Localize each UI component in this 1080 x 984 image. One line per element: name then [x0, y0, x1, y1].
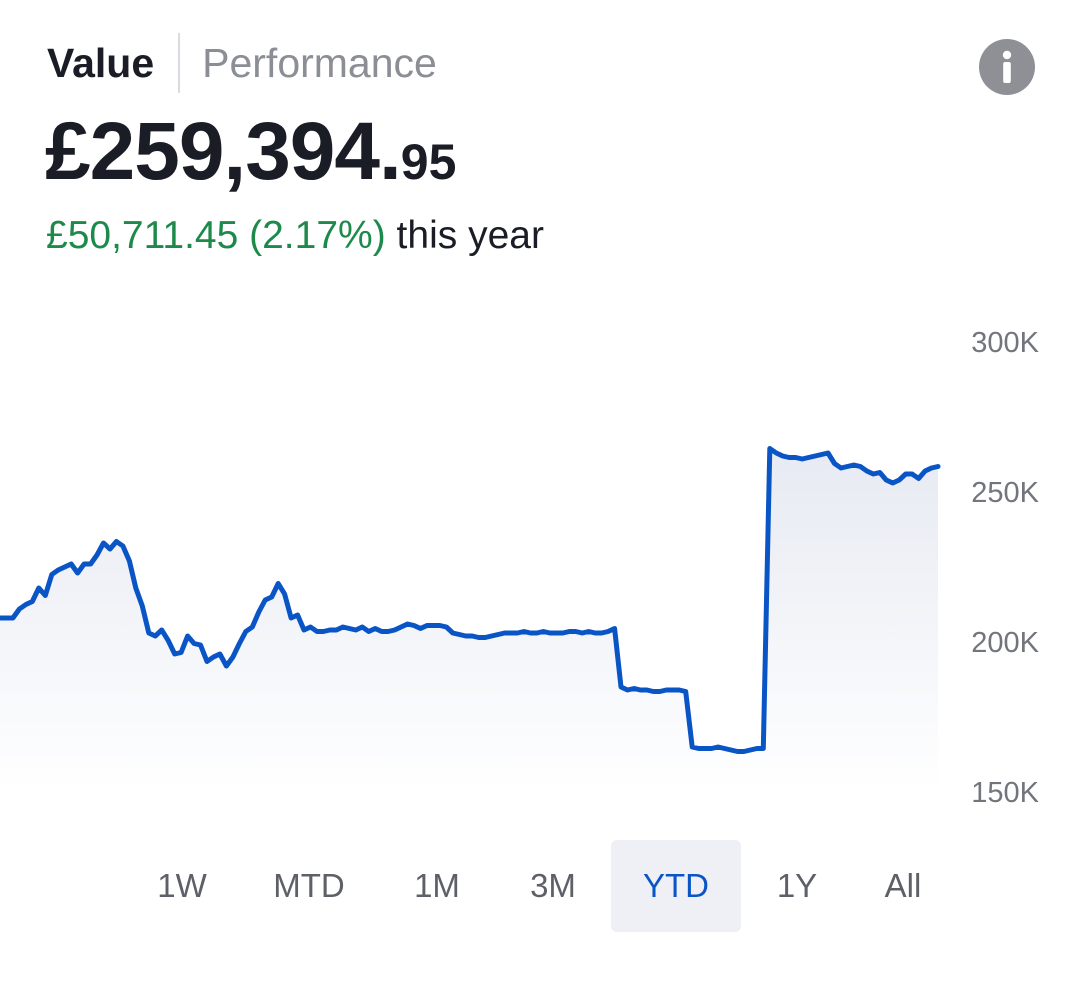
range-1y[interactable]: 1Y: [732, 840, 862, 932]
range-1w[interactable]: 1W: [117, 840, 247, 932]
total-value-pence: 95: [400, 134, 457, 190]
tab-value[interactable]: Value: [47, 40, 155, 86]
y-tick-label: 150K: [971, 777, 1039, 809]
chart-series-line: [0, 446, 941, 754]
info-button[interactable]: [979, 39, 1035, 95]
view-tabs: Value Performance: [47, 30, 437, 96]
chart-area-fill: [0, 448, 938, 792]
tab-performance[interactable]: Performance: [202, 40, 437, 86]
change-amount: £50,711.45 (2.17%): [46, 214, 386, 257]
y-tick-label: 200K: [971, 627, 1039, 659]
range-label: YTD: [643, 867, 709, 904]
total-value-main: £259,394.: [45, 106, 402, 197]
info-icon: [1002, 50, 1012, 83]
y-tick-label: 250K: [971, 477, 1039, 509]
range-mtd[interactable]: MTD: [244, 840, 374, 932]
y-tick-label: 300K: [971, 327, 1039, 359]
range-label: All: [884, 867, 922, 904]
portfolio-total-value: £259,394.95: [45, 105, 456, 199]
range-3m[interactable]: 3M: [488, 840, 618, 932]
tab-divider: [178, 33, 181, 93]
change-period: this year: [396, 214, 544, 257]
range-label: 3M: [530, 867, 576, 904]
range-1m[interactable]: 1M: [372, 840, 502, 932]
range-label: 1W: [157, 867, 207, 904]
range-all[interactable]: All: [838, 840, 968, 932]
range-label: MTD: [273, 867, 345, 904]
range-ytd[interactable]: YTD: [611, 840, 741, 932]
time-range-selector: 1W MTD 1M 3M YTD 1Y All: [0, 840, 1080, 932]
value-change: £50,711.45 (2.17%) this year: [46, 214, 544, 258]
range-label: 1Y: [776, 867, 818, 904]
value-chart: 300K 250K 200K 150K: [0, 327, 1040, 809]
range-label: 1M: [414, 867, 460, 904]
